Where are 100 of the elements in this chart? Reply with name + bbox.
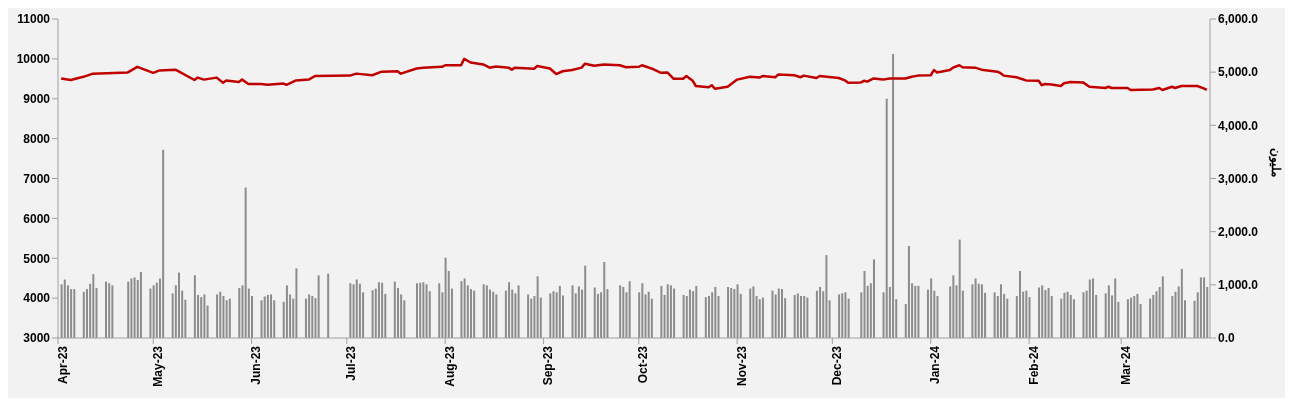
bar (527, 294, 530, 338)
bar (492, 291, 495, 338)
y-tick-label: 6000 (23, 211, 51, 226)
y2-tick-label: 1,000.0 (1218, 278, 1259, 293)
bar (717, 296, 720, 338)
bar (825, 255, 828, 338)
bar (349, 283, 352, 338)
x-tick-label: Aug-23 (442, 345, 457, 387)
bar (669, 285, 672, 338)
bar (308, 294, 311, 338)
bar (673, 288, 676, 338)
bar (216, 294, 219, 338)
bar (1133, 296, 1136, 338)
bar (419, 282, 422, 338)
bar (438, 283, 441, 338)
x-tick-label: Dec-23 (829, 345, 844, 386)
bar (761, 297, 764, 338)
bar (917, 285, 920, 338)
bar (644, 294, 647, 338)
bar (1091, 278, 1094, 338)
bar (758, 299, 761, 338)
x-tick-label: Feb-24 (1026, 345, 1041, 385)
bar (222, 296, 225, 338)
bar (206, 305, 209, 338)
bar (980, 284, 983, 338)
bar (508, 282, 511, 338)
bar (533, 296, 536, 338)
bar (628, 281, 631, 338)
bar (1025, 290, 1028, 338)
bar (714, 286, 717, 338)
bar (314, 298, 317, 338)
bar (815, 290, 818, 338)
bar (930, 278, 933, 338)
x-tick-label: Sep-23 (541, 345, 556, 386)
bar (1161, 276, 1164, 338)
bar (225, 300, 228, 338)
bar (593, 287, 596, 338)
bar (885, 98, 888, 338)
bar (263, 296, 266, 338)
bar (730, 288, 733, 338)
bar (999, 284, 1002, 338)
bar (780, 289, 783, 338)
bar (219, 291, 222, 338)
bar (793, 294, 796, 338)
bar (381, 282, 384, 338)
y2-tick-label: 5,000.0 (1218, 65, 1259, 80)
bar (1072, 299, 1075, 338)
bar (958, 239, 961, 338)
bar (1038, 287, 1041, 338)
bar (514, 293, 517, 338)
y2-tick-label: 6,000.0 (1218, 12, 1259, 27)
bar (416, 283, 419, 338)
bar (688, 289, 691, 338)
y-tick-label: 8000 (23, 131, 51, 146)
bar (317, 275, 320, 338)
bar (460, 281, 463, 338)
bar (530, 298, 533, 338)
bar (727, 286, 730, 338)
x-tick-label: Mar-24 (1118, 345, 1133, 385)
bar (469, 289, 472, 338)
bar (971, 284, 974, 338)
bar (444, 257, 447, 338)
bar (736, 284, 739, 338)
bar (311, 296, 314, 338)
bar (425, 284, 428, 338)
bar (1152, 294, 1155, 338)
bar (1028, 297, 1031, 338)
y-tick-label: 10000 (16, 52, 51, 67)
bar (377, 282, 380, 338)
x-tick-label: May-23 (150, 345, 165, 387)
bar (485, 285, 488, 338)
bar (749, 288, 752, 338)
bar (800, 296, 803, 338)
bar (771, 290, 774, 338)
x-tick-label: Oct-23 (636, 345, 651, 384)
bar (755, 296, 758, 338)
bar (105, 281, 108, 338)
bar (682, 294, 685, 338)
bar (358, 283, 361, 338)
bar (70, 289, 73, 338)
bar (393, 281, 396, 338)
bar (1107, 285, 1110, 338)
bar (270, 294, 273, 338)
bar (463, 278, 466, 338)
bar (647, 291, 650, 338)
bar (907, 246, 910, 338)
bar (1047, 288, 1050, 338)
bar (549, 293, 552, 338)
bar (489, 289, 492, 338)
bar (641, 283, 644, 338)
bar (733, 289, 736, 338)
bar (178, 272, 181, 338)
bar (1126, 299, 1129, 338)
y-tick-label: 9000 (23, 92, 51, 107)
line-series (59, 57, 1209, 92)
y2-tick-label: 2,000.0 (1218, 224, 1259, 239)
bar (952, 275, 955, 338)
bar (1130, 297, 1133, 338)
bar (1155, 291, 1158, 338)
bar (63, 279, 66, 338)
